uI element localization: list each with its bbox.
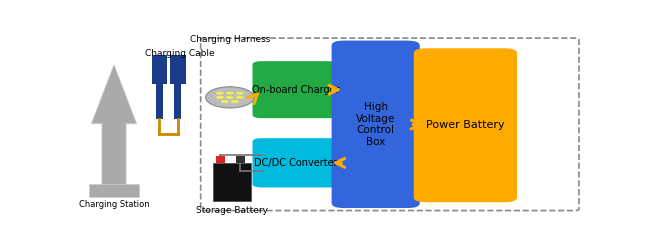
Bar: [89, 184, 139, 198]
Text: Power Battery: Power Battery: [426, 120, 504, 130]
Circle shape: [226, 96, 234, 99]
Bar: [216, 156, 225, 163]
Text: Charging Harness: Charging Harness: [190, 35, 270, 44]
FancyBboxPatch shape: [252, 61, 339, 118]
Ellipse shape: [205, 87, 254, 108]
Circle shape: [231, 100, 239, 103]
Circle shape: [216, 96, 224, 99]
Bar: [213, 163, 251, 201]
Bar: [156, 84, 163, 118]
FancyBboxPatch shape: [252, 138, 339, 188]
Circle shape: [226, 92, 234, 95]
Text: Charging Station: Charging Station: [79, 200, 150, 209]
Circle shape: [216, 92, 224, 95]
Bar: [174, 84, 181, 118]
Bar: [152, 55, 167, 84]
Text: High
Voltage
Control
Box: High Voltage Control Box: [356, 102, 395, 147]
Text: Storage Battery: Storage Battery: [196, 206, 268, 215]
FancyBboxPatch shape: [332, 40, 420, 208]
Text: Charging Cable: Charging Cable: [145, 48, 214, 58]
Circle shape: [221, 100, 229, 103]
Text: On-board Charger: On-board Charger: [252, 85, 339, 95]
Polygon shape: [91, 65, 136, 188]
Text: DC/DC Converter: DC/DC Converter: [254, 158, 337, 168]
Circle shape: [236, 92, 244, 95]
FancyBboxPatch shape: [414, 48, 517, 202]
Bar: [170, 55, 185, 84]
Bar: [236, 156, 245, 163]
Circle shape: [236, 96, 244, 99]
